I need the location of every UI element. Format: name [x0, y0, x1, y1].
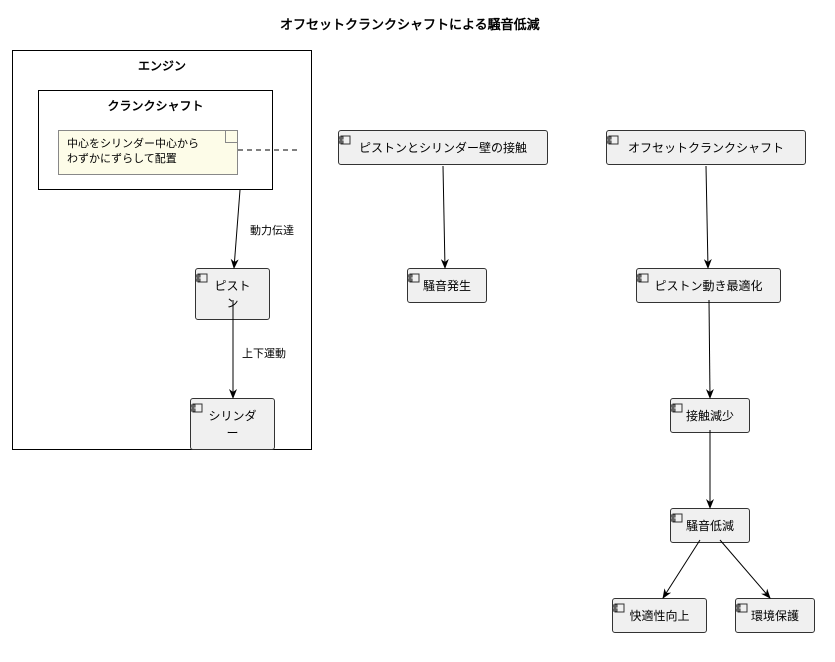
component-contact: ピストンとシリンダー壁の接触 — [338, 130, 548, 165]
component-piston-label: ピストン — [214, 279, 250, 310]
edge-label-power: 動力伝達 — [248, 222, 296, 238]
component-icon — [607, 135, 619, 145]
note-corner-icon — [225, 131, 237, 143]
component-icon — [408, 273, 420, 283]
component-reduce-noise-label: 騒音低減 — [686, 519, 734, 533]
component-environment: 環境保護 — [735, 598, 815, 633]
component-optimize-label: ピストン動き最適化 — [654, 279, 762, 293]
component-icon — [671, 513, 683, 523]
component-contact-label: ピストンとシリンダー壁の接触 — [359, 141, 527, 155]
component-cylinder-label: シリンダー — [208, 409, 256, 440]
component-noise-label: 騒音発生 — [423, 279, 471, 293]
component-icon — [671, 403, 683, 413]
component-offset-label: オフセットクランクシャフト — [628, 141, 784, 155]
component-cylinder: シリンダー — [190, 398, 275, 450]
component-piston: ピストン — [195, 268, 270, 320]
note-line1: 中心をシリンダー中心から — [67, 138, 199, 150]
edge-label-motion: 上下運動 — [240, 345, 288, 361]
package-crankshaft-label: クランクシャフト — [39, 97, 272, 114]
note-line2: わずかにずらして配置 — [67, 153, 177, 165]
component-noise: 騒音発生 — [407, 268, 487, 303]
component-reduce-contact: 接触減少 — [670, 398, 750, 433]
component-icon — [196, 273, 208, 283]
component-reduce-contact-label: 接触減少 — [686, 409, 734, 423]
component-environment-label: 環境保護 — [751, 609, 799, 623]
diagram-title: オフセットクランクシャフトによる騒音低減 — [280, 14, 540, 33]
component-comfort: 快適性向上 — [612, 598, 707, 633]
component-icon — [736, 603, 748, 613]
component-optimize: ピストン動き最適化 — [636, 268, 781, 303]
package-engine-label: エンジン — [13, 57, 311, 74]
component-reduce-noise: 騒音低減 — [670, 508, 750, 543]
component-icon — [191, 403, 203, 413]
component-icon — [613, 603, 625, 613]
component-offset: オフセットクランクシャフト — [606, 130, 806, 165]
component-icon — [637, 273, 649, 283]
note-offset-description: 中心をシリンダー中心から わずかにずらして配置 — [58, 130, 238, 175]
component-comfort-label: 快適性向上 — [629, 609, 689, 623]
component-icon — [339, 135, 351, 145]
